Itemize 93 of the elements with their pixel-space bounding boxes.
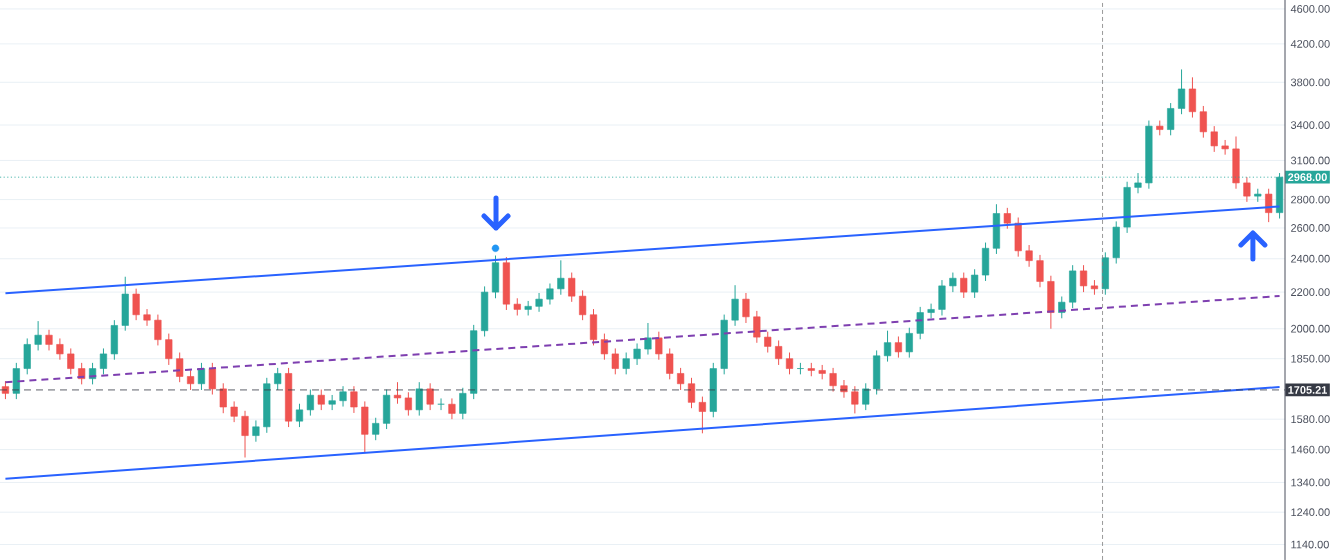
candlestick xyxy=(274,367,282,391)
y-tick-label: 1240.00 xyxy=(1291,508,1330,517)
candlestick xyxy=(1167,102,1175,136)
y-tick-label: 1850.00 xyxy=(1291,354,1330,363)
candlestick xyxy=(764,331,772,354)
candlestick xyxy=(971,268,979,299)
candlestick xyxy=(132,288,140,321)
candlestick xyxy=(546,282,554,306)
candlestick xyxy=(393,381,402,405)
candlestick xyxy=(187,369,195,391)
candlestick xyxy=(753,310,761,344)
candlestick xyxy=(67,347,75,375)
y-tick-label: 2600.00 xyxy=(1291,224,1330,232)
candlestick xyxy=(56,337,64,361)
candlestick xyxy=(622,352,630,375)
candlestick xyxy=(905,327,913,359)
candlestick xyxy=(666,347,674,380)
candlestick xyxy=(372,417,380,441)
candlestick xyxy=(698,396,706,434)
candlestick xyxy=(557,259,565,296)
candlestick xyxy=(339,385,347,408)
candlestick xyxy=(1188,76,1197,119)
candlestick xyxy=(1036,254,1044,288)
y-tick-label: 3800.00 xyxy=(1290,78,1330,87)
candlestick xyxy=(295,403,304,428)
candlestick xyxy=(143,308,151,327)
candlestick xyxy=(775,339,783,366)
y-tick-label: 3400.00 xyxy=(1290,121,1330,129)
candlestick xyxy=(938,279,946,316)
y-tick-label: 1340.00 xyxy=(1291,478,1330,487)
candlestick xyxy=(1177,68,1186,115)
candlestick xyxy=(960,272,968,299)
candlestick xyxy=(1025,244,1033,268)
candlestick xyxy=(1199,105,1207,139)
candlestick xyxy=(1079,264,1088,293)
candlestick xyxy=(1221,139,1229,156)
candlestick xyxy=(611,347,619,375)
y-tick-label: 2200.00 xyxy=(1291,288,1330,296)
candlestick xyxy=(404,391,412,417)
candlestick xyxy=(677,367,685,391)
candlestick xyxy=(916,306,924,340)
candlestick xyxy=(742,292,750,324)
candlestick xyxy=(927,303,935,319)
candlestick xyxy=(448,397,456,420)
y-tick-label: 2000.00 xyxy=(1291,324,1330,333)
candlestick xyxy=(579,289,587,321)
candlestick xyxy=(600,333,608,361)
candlestick xyxy=(350,385,358,414)
candlestick xyxy=(687,377,696,409)
candlestick xyxy=(219,382,227,414)
candlestick xyxy=(208,362,216,396)
ref-line-label: 1705.21 xyxy=(1288,386,1328,394)
candlestick xyxy=(633,342,641,366)
candlestick xyxy=(165,333,173,366)
candlestick xyxy=(241,410,249,459)
candlestick xyxy=(731,284,739,327)
candlestick xyxy=(894,335,902,359)
candlestick xyxy=(1003,207,1011,230)
candlestick xyxy=(45,329,53,351)
candlestick xyxy=(862,382,870,411)
candlestick xyxy=(34,320,42,351)
y-tick-label: 3100.00 xyxy=(1290,156,1330,165)
candlestick xyxy=(99,347,108,375)
y-tick-label: 4200.00 xyxy=(1290,40,1330,48)
candlestick xyxy=(535,292,543,313)
candlestick xyxy=(328,394,336,411)
candlestick xyxy=(176,352,184,383)
candlestick xyxy=(1210,125,1218,153)
y-tick-label: 4600.00 xyxy=(1290,5,1330,13)
candlestick xyxy=(568,272,576,303)
candlestick xyxy=(655,331,663,361)
candlestick xyxy=(252,419,260,443)
candlestick xyxy=(644,322,652,356)
candlestick xyxy=(306,389,314,417)
y-tick-label: 1140.00 xyxy=(1291,540,1329,549)
y-tick-label: 1460.00 xyxy=(1291,445,1330,454)
candlestick xyxy=(883,330,892,363)
candlestick xyxy=(154,314,162,346)
candlestick xyxy=(949,272,957,293)
candlestick xyxy=(415,381,423,417)
candlestick xyxy=(1265,188,1273,223)
ref-line-label: 2968.00 xyxy=(1288,173,1327,182)
candlestick xyxy=(230,400,238,423)
y-tick-label: 2800.00 xyxy=(1291,195,1330,204)
candlestick xyxy=(1243,176,1251,203)
candlestick xyxy=(785,352,794,375)
candlestick xyxy=(426,382,434,411)
candlestick xyxy=(829,367,837,393)
y-tick-label: 1580.00 xyxy=(1291,415,1330,424)
y-tick-label: 2400.00 xyxy=(1291,254,1330,263)
candlestick xyxy=(459,387,467,420)
candlestick xyxy=(851,385,859,414)
candlestick xyxy=(317,389,325,411)
